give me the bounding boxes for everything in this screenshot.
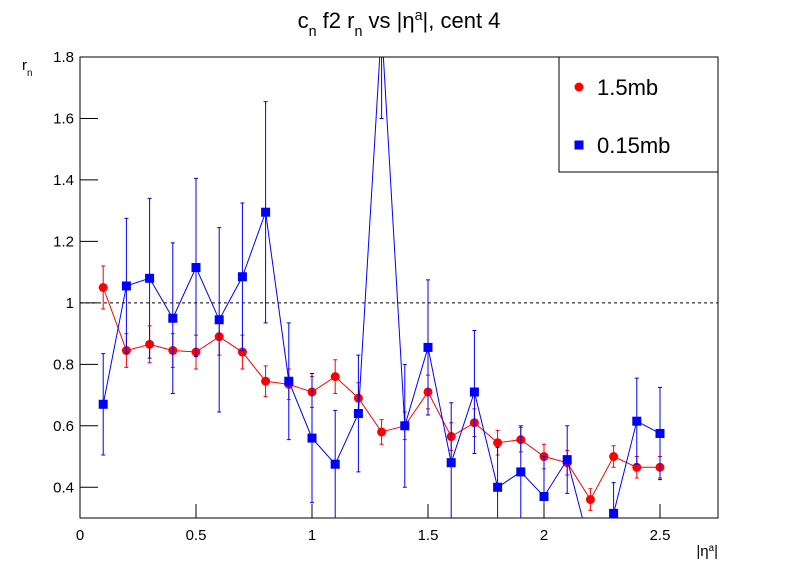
- y-tick-label: 1.6: [53, 110, 74, 127]
- marker: [539, 491, 549, 501]
- marker: [609, 452, 619, 462]
- text-segment: c: [298, 8, 309, 33]
- x-tick-label: 0.5: [186, 527, 207, 544]
- marker: [168, 313, 178, 323]
- marker: [574, 140, 584, 150]
- legend: 1.5mb 0.15mb: [558, 56, 719, 173]
- series-line: [102, 287, 660, 501]
- marker: [237, 272, 247, 282]
- legend-label: 0.15mb: [597, 133, 670, 158]
- marker: [446, 458, 456, 468]
- marker: [145, 273, 155, 283]
- y-tick-label: 0.6: [53, 418, 74, 435]
- marker: [237, 347, 247, 357]
- marker: [261, 376, 271, 386]
- marker: [493, 482, 503, 492]
- text-segment: |: [714, 543, 718, 560]
- marker: [214, 315, 224, 325]
- text-segment: a: [415, 8, 423, 24]
- marker: [632, 416, 642, 426]
- marker: [609, 508, 619, 518]
- text-segment: n: [309, 24, 317, 40]
- marker: [586, 544, 595, 553]
- marker: [632, 462, 642, 472]
- marker: [98, 399, 108, 409]
- marker: [353, 409, 363, 419]
- marker: [307, 433, 317, 443]
- text-segment: n: [27, 68, 32, 79]
- x-axis-label: |ηa|: [696, 543, 718, 561]
- text-segment: |η: [696, 543, 708, 560]
- marker: [655, 428, 665, 438]
- marker: [330, 372, 340, 382]
- marker: [98, 283, 108, 292]
- text-segment: a: [709, 543, 715, 554]
- x-tick-label: 1: [308, 527, 316, 544]
- marker: [469, 387, 479, 397]
- plot-frame: [79, 56, 719, 519]
- error-bar: [588, 517, 593, 518]
- error-bar: [379, 57, 384, 119]
- x-tick-label: 0: [76, 527, 84, 544]
- y-tick-label: 1.4: [53, 172, 74, 189]
- text-segment: vs |η: [362, 8, 414, 33]
- y-axis-label: rn: [22, 57, 32, 79]
- marker: [377, 427, 387, 437]
- marker: [284, 376, 294, 386]
- text-segment: |, cent 4: [423, 8, 501, 33]
- marker: [261, 207, 271, 217]
- legend-label: 1.5mb: [597, 75, 658, 100]
- text-segment: f2 r: [317, 8, 355, 33]
- marker: [574, 82, 584, 92]
- marker: [121, 281, 131, 291]
- text-segment: n: [354, 24, 362, 40]
- marker: [423, 342, 433, 352]
- y-tick-label: 1.2: [53, 233, 74, 250]
- marker: [493, 438, 503, 448]
- x-tick-label: 2.5: [650, 527, 671, 544]
- text-segment: r: [22, 57, 27, 74]
- x-tick-label: 1.5: [418, 527, 439, 544]
- x-tick-label: 2: [540, 527, 548, 544]
- marker: [516, 467, 526, 477]
- y-tick-label: 1: [66, 295, 74, 312]
- marker: [562, 455, 572, 465]
- marker: [330, 459, 340, 469]
- marker: [585, 495, 595, 505]
- legend-box: [558, 56, 719, 173]
- marker: [191, 263, 201, 273]
- y-tick-label: 1.8: [53, 49, 74, 66]
- marker: [400, 421, 410, 431]
- y-tick-label: 0.8: [53, 356, 74, 373]
- plot-area: [80, 57, 718, 553]
- chart-title: cn f2 rn vs |ηa|, cent 4: [298, 8, 501, 40]
- y-tick-label: 0.4: [53, 479, 74, 496]
